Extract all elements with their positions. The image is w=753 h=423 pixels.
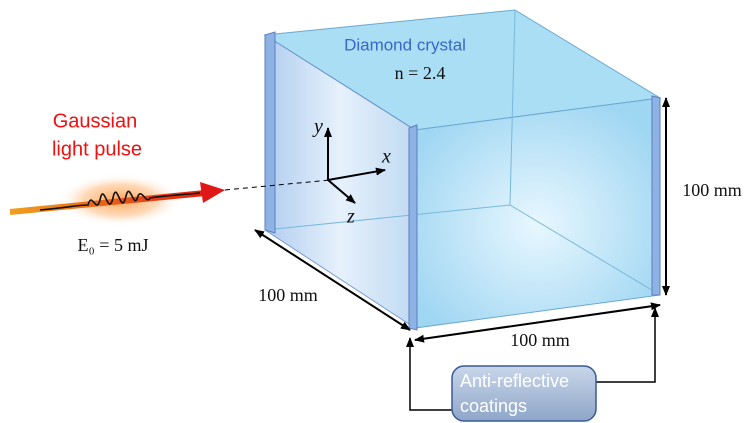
callout-line <box>596 307 659 383</box>
axis-label: x <box>381 146 391 168</box>
coating <box>264 31 276 234</box>
axes <box>324 127 386 204</box>
pulse-title: Gaussian <box>53 110 138 132</box>
callout-box <box>451 365 597 422</box>
crystal-index: n = 2.4 <box>395 63 446 83</box>
pulse-title: light pulse <box>52 138 142 160</box>
dimension-arrow <box>254 229 411 331</box>
wave <box>39 190 201 211</box>
dimension-label: 100 mm <box>258 285 318 305</box>
callout-text: coatings <box>460 396 527 416</box>
hidden-edge <box>509 9 516 206</box>
x-axis <box>327 167 386 181</box>
pulse-energy: E₀ = 5 mJ <box>78 235 149 255</box>
crystal <box>263 9 662 331</box>
callout-text: Anti-reflective <box>460 371 569 391</box>
dimension-arrow <box>414 302 661 343</box>
coating <box>408 124 418 331</box>
right-face <box>414 97 661 329</box>
hidden-edge <box>264 204 661 296</box>
dimension-label: 100 mm <box>682 180 742 200</box>
crystal-title: Diamond crystal <box>344 35 466 54</box>
dimension-label: 100 mm <box>510 330 570 350</box>
axis-label: y <box>312 116 323 138</box>
beam-head <box>200 182 225 203</box>
z-axis <box>327 179 356 204</box>
coating <box>651 95 661 296</box>
callout-line <box>406 337 452 411</box>
axis-label: z <box>346 206 355 228</box>
